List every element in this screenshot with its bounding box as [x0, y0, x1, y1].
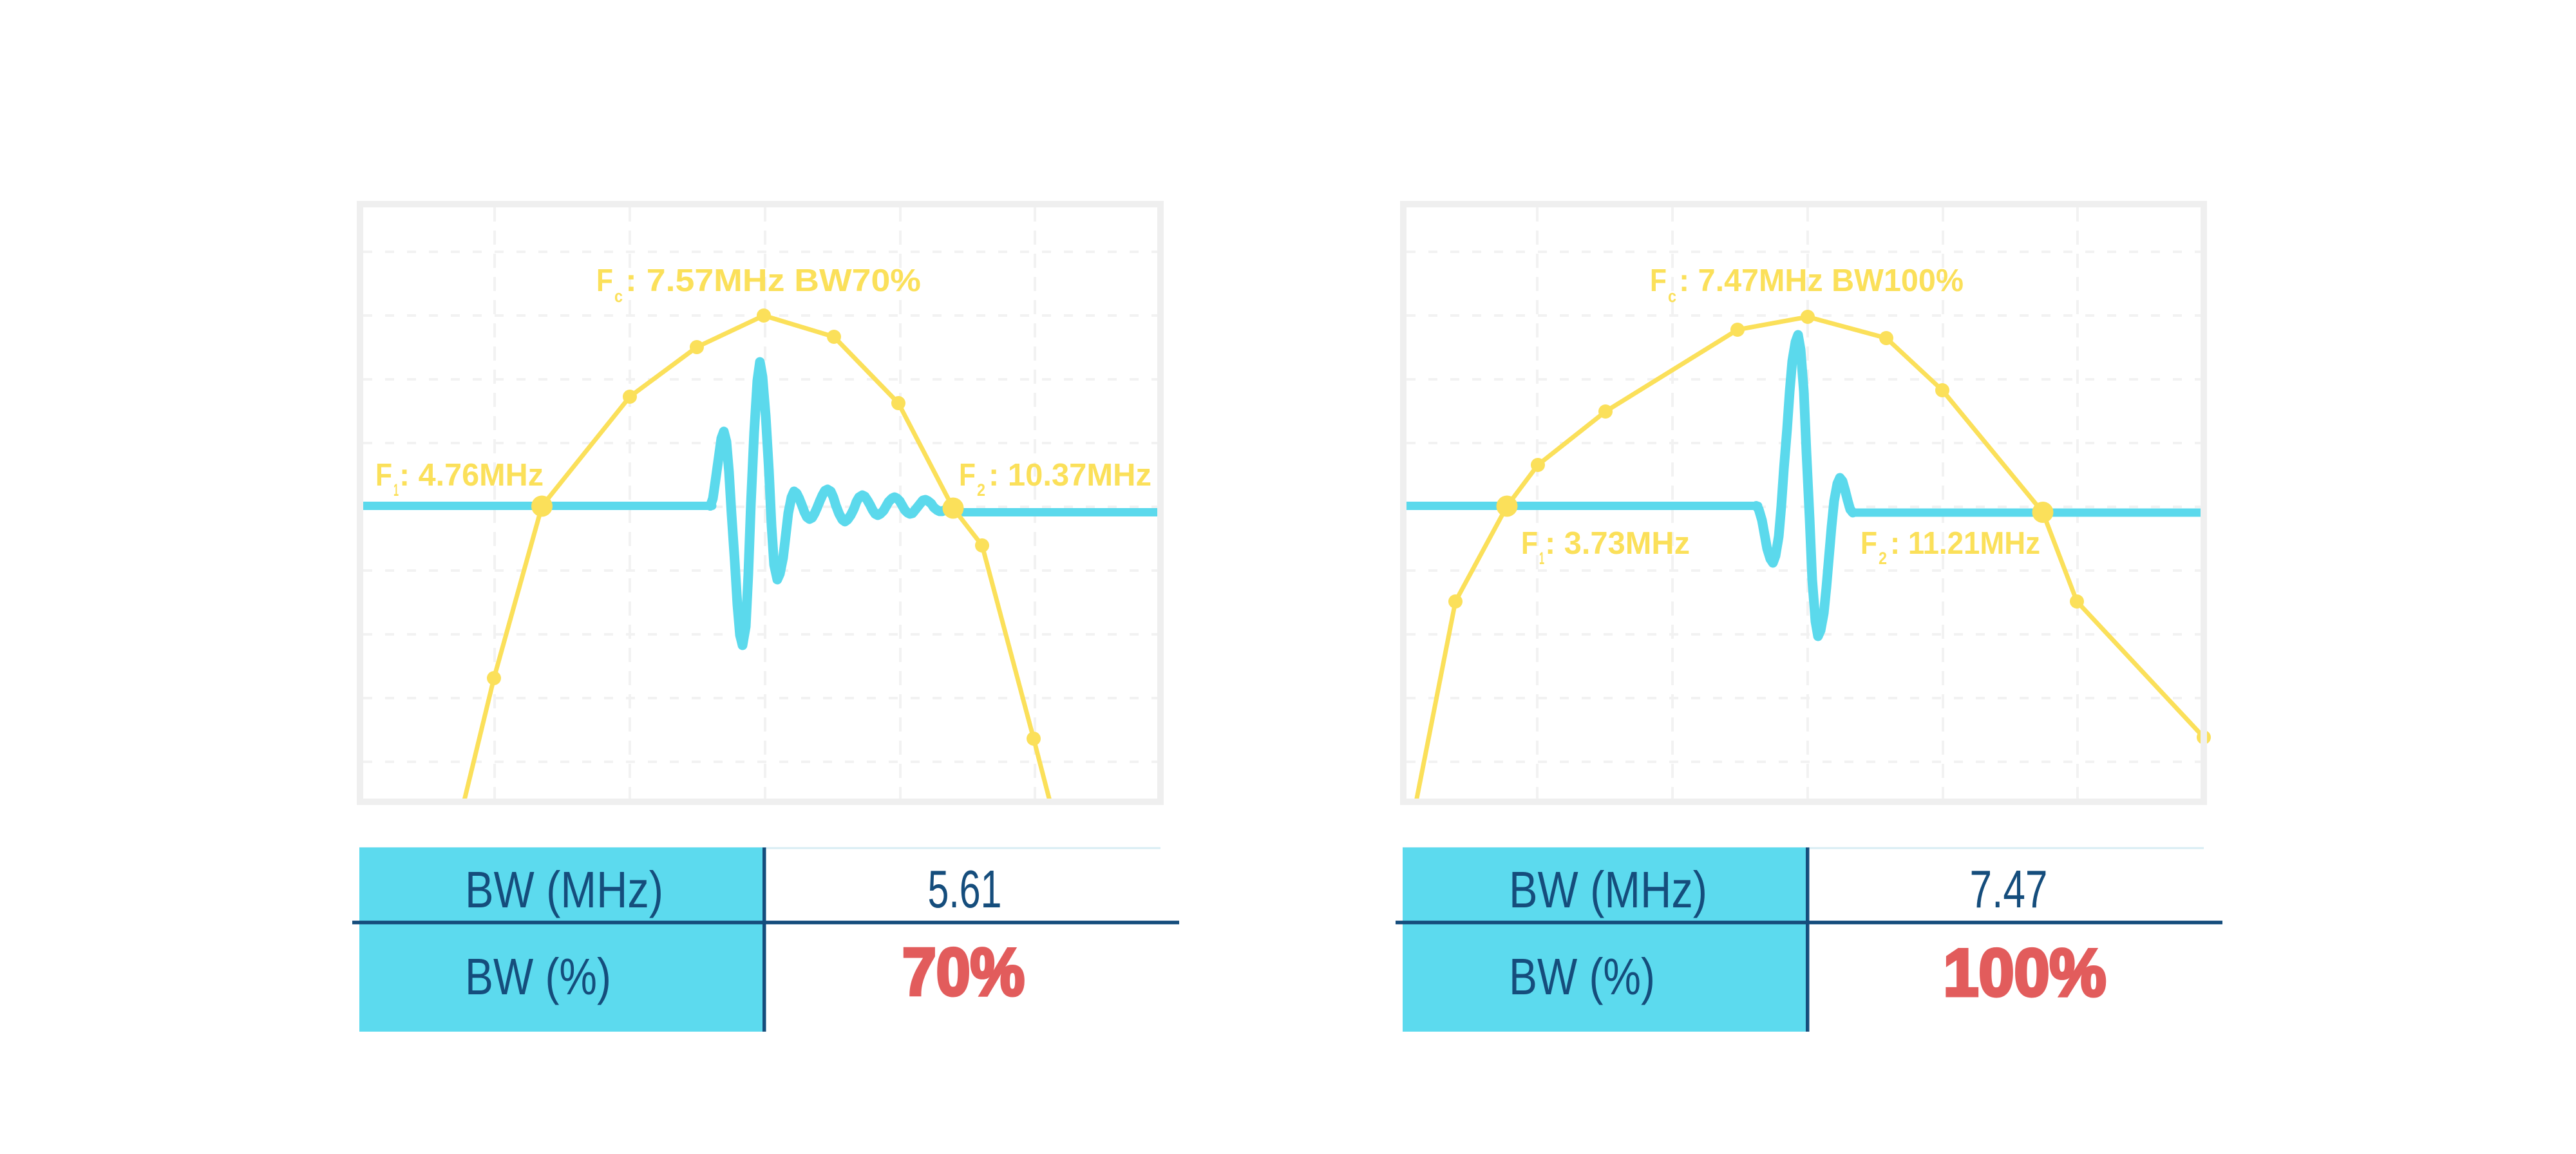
svg-text:2: 2 — [1879, 549, 1887, 568]
svg-text:: 7.47MHz BW100%: : 7.47MHz BW100% — [1679, 263, 1964, 298]
svg-text:: 11.21MHz: : 11.21MHz — [1890, 525, 2040, 561]
svg-text:2: 2 — [977, 480, 985, 500]
svg-text:BW (MHz): BW (MHz) — [1509, 861, 1707, 918]
svg-text:BW (MHz): BW (MHz) — [465, 861, 663, 918]
svg-text:F: F — [1521, 525, 1538, 561]
svg-text:F: F — [959, 457, 976, 493]
svg-text:F: F — [1650, 263, 1667, 298]
svg-text:: 7.57MHz BW70%: : 7.57MHz BW70% — [625, 263, 921, 298]
svg-text:F: F — [596, 263, 613, 298]
svg-text:BW (%): BW (%) — [1509, 948, 1655, 1005]
svg-text:: 3.73MHz: : 3.73MHz — [1545, 525, 1690, 561]
svg-text:c: c — [1668, 287, 1676, 306]
svg-text:F: F — [1861, 525, 1877, 561]
svg-text:F: F — [375, 457, 392, 493]
svg-text:: 10.37MHz: : 10.37MHz — [989, 457, 1151, 493]
svg-text:100%: 100% — [1944, 936, 2107, 1010]
svg-text:1: 1 — [393, 480, 399, 500]
svg-text:1: 1 — [1539, 549, 1544, 568]
svg-text:c: c — [614, 287, 623, 306]
svg-text:7.47: 7.47 — [1970, 859, 2048, 919]
svg-text:: 4.76MHz: : 4.76MHz — [399, 457, 544, 493]
svg-text:BW (%): BW (%) — [465, 948, 611, 1005]
svg-text:5.61: 5.61 — [928, 859, 1002, 919]
svg-text:70%: 70% — [902, 935, 1025, 1010]
